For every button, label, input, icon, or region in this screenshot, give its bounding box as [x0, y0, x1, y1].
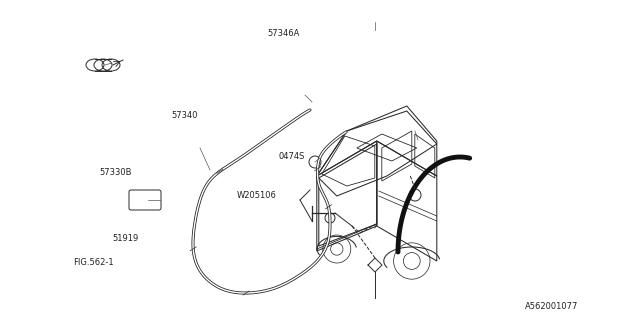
Text: 0474S: 0474S	[278, 152, 305, 161]
Text: 57330B: 57330B	[99, 168, 132, 177]
Text: 57346A: 57346A	[268, 29, 300, 38]
Text: A562001077: A562001077	[525, 302, 578, 311]
Text: 51919: 51919	[112, 234, 138, 243]
Text: FIG.562-1: FIG.562-1	[74, 258, 114, 267]
Text: W205106: W205106	[237, 191, 276, 200]
Text: 57340: 57340	[172, 111, 198, 120]
